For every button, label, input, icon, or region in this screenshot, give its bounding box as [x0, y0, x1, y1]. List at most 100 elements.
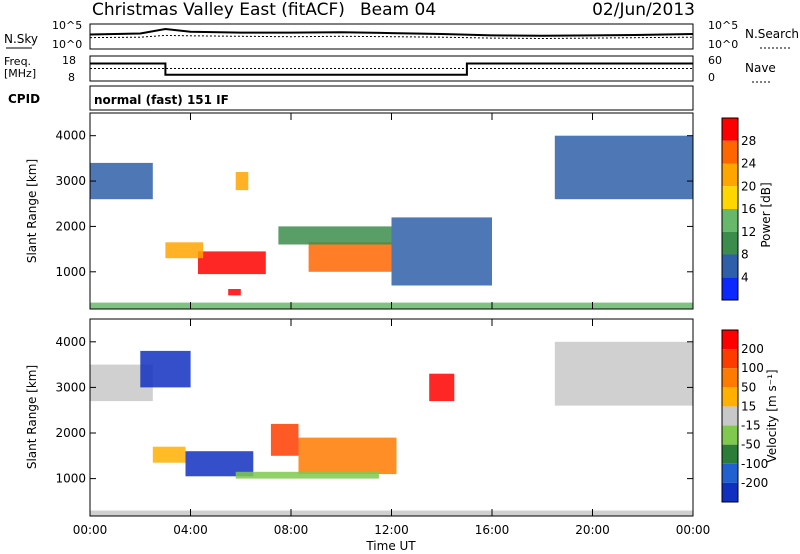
power-y-ticks: 1000 2000 3000 4000: [55, 129, 693, 279]
power-region: [278, 226, 392, 245]
velocity-ytick-label: 1000: [55, 472, 86, 486]
velocity-panel: 1000 2000 3000 4000 Slant Range [km]: [25, 318, 694, 517]
velocity-colorbar-tick-label: 200: [741, 342, 764, 356]
nsearch-label: N.Search: [745, 27, 799, 41]
x-tick-label: 12:00: [374, 523, 409, 537]
velocity-cells: [90, 341, 693, 516]
velocity-colorbar-label: Velocity [m s⁻¹]: [765, 369, 779, 462]
velocity-colorbar-swatch: [722, 406, 738, 426]
power-ytick-label: 4000: [55, 129, 86, 143]
power-region: [198, 251, 266, 275]
freq-series: [90, 62, 693, 76]
velocity-colorbar-tick-label: 50: [741, 380, 756, 394]
velocity-ytick-label: 3000: [55, 380, 86, 394]
cpid-label: CPID: [8, 92, 40, 106]
cpid-panel-frame: [89, 85, 694, 111]
power-region: [308, 242, 392, 272]
nsky-label: N.Sky: [4, 32, 38, 46]
noise-series-nsearch: [89, 34, 694, 40]
power-ytick-label: 1000: [55, 265, 86, 279]
velocity-region: [152, 446, 186, 463]
velocity-region: [235, 471, 379, 479]
power-colorbar-tick-label: 24: [741, 157, 756, 171]
power-panel: 1000 2000 3000 4000 Slant Range [km]: [25, 112, 694, 310]
power-ylabel: Slant Range [km]: [25, 159, 39, 263]
power-region: [391, 217, 492, 286]
x-axis-ticks: 00:00 04:00 08:00 12:00 16:00 20:00 00:00: [73, 113, 711, 537]
velocity-colorbar-tick-label: -100: [741, 457, 768, 471]
x-axis-label: Time UT: [365, 539, 416, 553]
velocity-colorbar: 200 100 50 15 -15 -50 -100 -200: [721, 329, 768, 503]
nave-label: Nave: [745, 61, 776, 75]
nave-tick-bottom: 0: [708, 71, 715, 84]
velocity-region: [140, 350, 191, 388]
date-label: 02/Jun/2013: [592, 0, 695, 20]
x-tick-label: 00:00: [676, 523, 711, 537]
noise-tick-left-top: 10^5: [52, 19, 82, 32]
velocity-ytick-label: 4000: [55, 335, 86, 349]
velocity-colorbar-swatch: [722, 425, 738, 445]
noise-tick-right-bottom: 10^0: [708, 38, 738, 51]
velocity-colorbar-tick-label: 15: [741, 399, 756, 413]
freq-label-line2: [MHz]: [4, 67, 36, 80]
power-colorbar-label: Power [dB]: [759, 182, 773, 247]
freq-tick-bottom: 8: [68, 71, 75, 84]
beam-label: Beam 04: [360, 0, 436, 20]
power-colorbar-tick-label: 12: [741, 225, 756, 239]
noise-series-nsky: [89, 27, 694, 37]
power-colorbar-swatch: [722, 254, 738, 278]
velocity-ylabel: Slant Range [km]: [25, 365, 39, 469]
freq-plot: [90, 62, 693, 76]
power-colorbar-tick-label: 4: [741, 270, 749, 284]
velocity-colorbar-tick-label: -15: [741, 419, 761, 433]
station-title: Christmas Valley East (fitACF): [92, 0, 345, 20]
power-colorbar-swatch: [722, 186, 738, 209]
x-tick-label: 00:00: [73, 523, 108, 537]
velocity-colorbar-swatch: [722, 444, 738, 464]
power-colorbar-tick-label: 16: [741, 202, 756, 216]
power-colorbar-swatch: [722, 277, 738, 300]
power-region: [235, 172, 249, 191]
velocity-colorbar-swatch: [722, 330, 738, 350]
cpid-value: normal (fast) 151 IF: [94, 93, 229, 107]
power-colorbar-tick-label: 28: [741, 134, 756, 148]
velocity-region: [554, 341, 693, 406]
freq-label-line1: Freq.: [4, 55, 31, 68]
noise-tick-left-bottom: 10^0: [52, 38, 82, 51]
x-tick-label: 20:00: [575, 523, 610, 537]
power-region: [90, 162, 153, 200]
x-tick-label: 04:00: [173, 523, 208, 537]
power-region: [554, 135, 693, 200]
velocity-colorbar-tick-label: -50: [741, 438, 761, 452]
x-tick-label: 08:00: [274, 523, 309, 537]
power-colorbar: 28 24 20 16 12 8 4: [721, 117, 756, 301]
power-colorbar-tick-label: 8: [741, 248, 749, 262]
velocity-ytick-label: 2000: [55, 426, 86, 440]
freq-tick-top: 18: [62, 54, 76, 67]
power-region: [165, 242, 204, 259]
power-colorbar-tick-label: 20: [741, 179, 756, 193]
noise-panel-frame: [89, 23, 694, 50]
velocity-colorbar-tick-label: 100: [741, 361, 764, 375]
velocity-colorbar-swatch: [722, 387, 738, 407]
power-ytick-label: 3000: [55, 174, 86, 188]
power-ytick-label: 2000: [55, 219, 86, 233]
power-region: [228, 289, 241, 296]
power-colorbar-swatch: [722, 118, 738, 141]
velocity-region: [298, 437, 397, 475]
velocity-colorbar-swatch: [722, 463, 738, 483]
velocity-colorbar-swatch: [722, 368, 738, 388]
velocity-colorbar-frame: [721, 329, 739, 503]
nave-tick-top: 60: [708, 54, 722, 67]
velocity-colorbar-swatch: [722, 482, 738, 502]
velocity-region: [429, 373, 455, 402]
power-colorbar-swatch: [722, 209, 738, 232]
noise-tick-right-top: 10^5: [708, 19, 738, 32]
power-colorbar-swatch: [722, 140, 738, 164]
velocity-region: [270, 423, 299, 456]
x-tick-label: 16:00: [475, 523, 510, 537]
velocity-colorbar-tick-label: -200: [741, 476, 768, 490]
velocity-colorbar-swatch: [722, 349, 738, 369]
velocity-y-ticks: 1000 2000 3000 4000: [55, 335, 693, 486]
power-colorbar-swatch: [722, 163, 738, 187]
